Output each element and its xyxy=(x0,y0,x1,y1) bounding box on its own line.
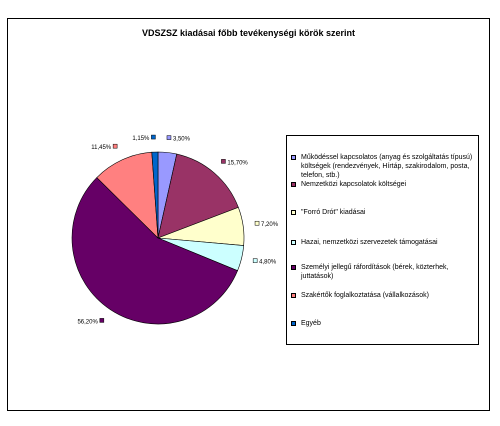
legend-label: Hazai, nemzetközi szervezetek támogatása… xyxy=(301,239,438,246)
data-label-1: 3,50% xyxy=(173,137,191,143)
data-label-marker-1 xyxy=(166,135,172,140)
legend-item-5: Személyi jellegű ráfordítások (bérek, kö… xyxy=(291,263,476,281)
data-label-marker-7 xyxy=(151,134,156,140)
legend-item-4: Hazai, nemzetközi szervezetek támogatása… xyxy=(291,238,476,247)
data-label-5: 56,20% xyxy=(77,319,98,325)
data-label-4: 4,80% xyxy=(259,260,277,266)
legend-swatch xyxy=(291,293,296,298)
data-label-marker-6 xyxy=(112,143,118,149)
legend-swatch xyxy=(291,240,296,245)
legend-swatch xyxy=(291,155,296,160)
legend-item-6: Szakértők foglalkoztatása (vállalkozások… xyxy=(291,291,476,300)
legend-swatch xyxy=(291,321,296,326)
legend-label: Nemzetközi kapcsolatok költségei xyxy=(301,181,407,188)
pie-slice-5 xyxy=(71,177,238,325)
data-label-marker-5 xyxy=(99,318,105,323)
pie-slice-7 xyxy=(151,151,159,239)
data-label-marker-2 xyxy=(221,159,226,164)
legend-swatch xyxy=(291,265,296,270)
legend-label: Egyéb xyxy=(301,320,321,327)
chart-frame: VDSZSZ kiadásai főbb tevékenységi körök … xyxy=(7,18,490,411)
data-label-6: 11,45% xyxy=(91,145,112,151)
chart-title: VDSZSZ kiadásai főbb tevékenységi körök … xyxy=(141,28,356,38)
data-label-7: 1,15% xyxy=(132,136,150,142)
pie-slice-6 xyxy=(96,151,159,239)
legend-swatch xyxy=(291,182,296,187)
legend-label: Személyi jellegű ráfordítások (bérek, kö… xyxy=(301,264,449,280)
data-label-marker-3 xyxy=(254,220,260,226)
legend-label: Működéssel kapcsolatos (anyag és szolgál… xyxy=(301,154,473,179)
legend-item-1: Működéssel kapcsolatos (anyag és szolgál… xyxy=(291,153,476,180)
data-label-marker-4 xyxy=(252,258,258,263)
pie-chart: 3,50% 15,70% 7,20% 4,80% 56,20% 11,45% 1,15% xyxy=(71,134,279,325)
legend-swatch xyxy=(291,210,296,215)
data-label-3: 7,20% xyxy=(261,222,279,228)
legend-label: Szakértők foglalkoztatása (vállalkozások… xyxy=(301,292,430,299)
chart-legend: Működéssel kapcsolatos (anyag és szolgál… xyxy=(286,135,479,345)
legend-item-2: Nemzetközi kapcsolatok költségei xyxy=(291,180,476,189)
legend-item-7: Egyéb xyxy=(291,319,476,328)
data-label-2: 15,70% xyxy=(227,160,248,166)
legend-item-3: "Forró Drót" kiadásai xyxy=(291,208,476,217)
pie-slice-2 xyxy=(157,153,239,239)
legend-label: "Forró Drót" kiadásai xyxy=(301,209,366,216)
